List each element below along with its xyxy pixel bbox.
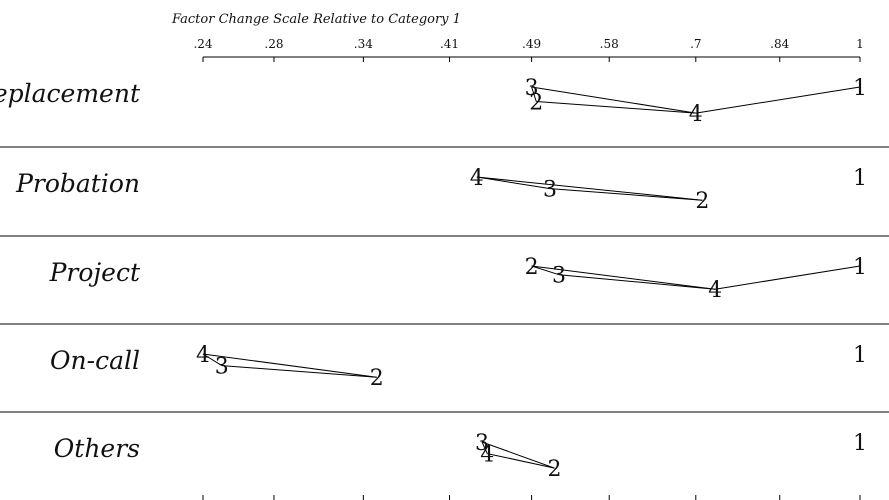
category-marker: 3	[543, 178, 557, 203]
connector-line	[202, 353, 377, 378]
connector-line	[558, 274, 716, 290]
connector-line	[531, 86, 537, 102]
category-marker: 1	[853, 76, 867, 101]
tick-label: .84	[770, 37, 789, 51]
row-label: On-call	[50, 346, 140, 375]
connector-line	[549, 188, 703, 201]
chart-title: Factor Change Scale Relative to Category…	[171, 12, 461, 27]
row-others: Others 1 34 2	[54, 431, 867, 482]
category-marker: 2	[529, 91, 543, 116]
top-axis: .24 .28 .34 .41 .49 .58 .7 .84 1	[193, 37, 864, 62]
category-marker: 3	[525, 76, 539, 101]
connector-line	[481, 441, 555, 469]
category-marker: 2	[525, 255, 539, 280]
category-marker: 3	[552, 264, 566, 289]
category-marker: 4	[196, 343, 210, 368]
tick-label: .28	[264, 37, 283, 51]
category-marker: 1	[853, 431, 867, 456]
category-marker: 4	[480, 443, 494, 468]
category-marker: 4	[470, 166, 484, 191]
row-project: Project 1 2 3 4	[49, 255, 867, 303]
category-marker: 1	[853, 255, 867, 280]
tick-label: 1	[856, 37, 864, 51]
connector-line	[481, 441, 488, 454]
category-marker: 4	[689, 102, 703, 127]
category-marker: 1	[853, 343, 867, 368]
bottom-axis	[202, 495, 861, 500]
row-replacement: Replacement 1 32 4	[0, 76, 867, 127]
connector-line	[715, 265, 861, 290]
tick-label: .58	[600, 37, 619, 51]
tick-label: .24	[193, 37, 212, 51]
connector-line	[221, 365, 377, 378]
connector-line	[202, 353, 223, 367]
connector-line	[487, 453, 555, 469]
tick-label: .34	[354, 37, 373, 51]
category-marker: 2	[695, 189, 709, 214]
tick-label: .49	[522, 37, 541, 51]
row-label: Project	[49, 258, 141, 287]
connector-line	[536, 101, 696, 114]
row-probation: Probation 1 4 3 2	[15, 166, 867, 214]
category-marker: 2	[548, 457, 562, 482]
connector-line	[476, 176, 551, 190]
row-label: Others	[54, 434, 140, 463]
category-marker: 4	[708, 278, 722, 303]
category-marker: 2	[370, 366, 384, 391]
category-marker: 3	[215, 355, 229, 380]
tick-label: .41	[440, 37, 459, 51]
tick-label: .7	[690, 37, 701, 51]
category-marker: 1	[853, 166, 867, 191]
row-label: Replacement	[0, 79, 141, 108]
chart-rows: Replacement1324Probation1432Project1234O…	[0, 76, 889, 482]
connector-line	[531, 86, 696, 114]
category-marker: 3	[475, 431, 489, 456]
connector-line	[476, 176, 703, 201]
row-on-call: On-call 1 4 3 2	[50, 343, 867, 391]
row-label: Probation	[15, 169, 140, 198]
connector-line	[531, 265, 716, 290]
connector-line	[695, 86, 861, 114]
connector-line	[531, 265, 560, 276]
